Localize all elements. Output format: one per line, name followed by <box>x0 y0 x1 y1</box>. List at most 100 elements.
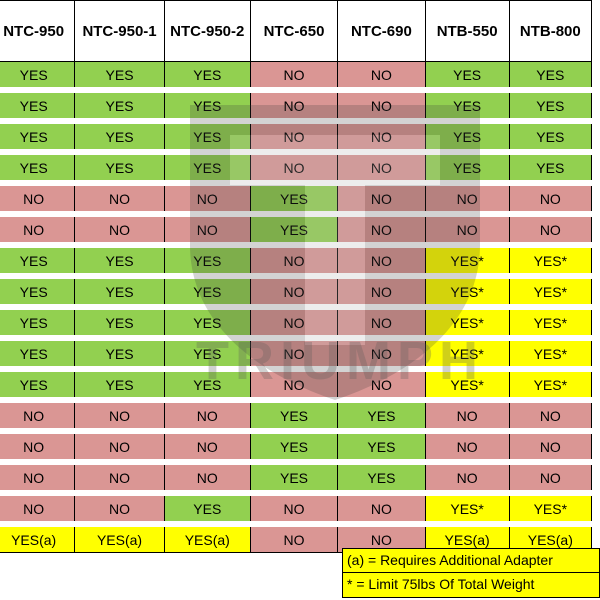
compatibility-cell: YES(a) <box>74 523 165 553</box>
table-body: YES YES YES NO NO YES YES YES YES YES NO NO YES YES YE… <box>0 61 593 553</box>
table-row: YES(a) YES(a) YES(a) NO NO YES(a) YES(a) <box>0 523 593 553</box>
table-row: YES YES YES NO NO YES YES <box>0 151 593 186</box>
table-row: YES YES YES NO NO YES YES <box>0 120 593 155</box>
compatibility-cell: YES <box>0 120 76 155</box>
compatibility-cell: NO <box>337 306 426 341</box>
compatibility-cell: YES* <box>508 492 593 527</box>
compatibility-cell: NO <box>74 399 165 434</box>
compatibility-cell: NO <box>74 492 165 527</box>
compatibility-cell: NO <box>163 461 251 496</box>
compatibility-cell: NO <box>337 368 426 403</box>
compatibility-cell: YES* <box>424 492 510 527</box>
legend-weight-note: * = Limit 75lbs Of Total Weight <box>347 576 535 592</box>
compatibility-cell: YES* <box>424 337 510 372</box>
compatibility-cell: NO <box>74 213 165 248</box>
compatibility-cell: NO <box>337 492 426 527</box>
compatibility-cell: NO <box>337 151 426 186</box>
compatibility-cell: NO <box>249 120 339 155</box>
compatibility-cell: YES <box>163 61 251 93</box>
compatibility-cell: YES <box>508 61 593 93</box>
compatibility-cell: YES <box>163 337 251 372</box>
compatibility-cell: NO <box>249 337 339 372</box>
compatibility-cell: YES <box>163 151 251 186</box>
column-header: NTB-550 <box>424 0 510 62</box>
compatibility-cell: NO <box>337 213 426 248</box>
table-row: YES YES YES NO NO YES* YES* <box>0 275 593 310</box>
compatibility-cell: YES <box>0 151 76 186</box>
compatibility-cell: NO <box>249 151 339 186</box>
compatibility-cell: YES <box>249 461 339 496</box>
compatibility-cell: YES <box>74 275 165 310</box>
compatibility-cell: YES <box>249 213 339 248</box>
compatibility-cell: NO <box>508 213 593 248</box>
compatibility-cell: NO <box>163 213 251 248</box>
compatibility-cell: YES <box>424 151 510 186</box>
compatibility-cell: NO <box>508 461 593 496</box>
compatibility-cell: YES <box>74 244 165 279</box>
compatibility-cell: NO <box>337 120 426 155</box>
compatibility-cell: NO <box>337 89 426 124</box>
compatibility-cell: NO <box>337 61 426 93</box>
compatibility-cell: NO <box>337 244 426 279</box>
compatibility-cell: YES <box>74 89 165 124</box>
compatibility-cell: YES <box>163 306 251 341</box>
compatibility-cell: YES <box>0 337 76 372</box>
compatibility-cell: YES* <box>508 306 593 341</box>
compatibility-cell: YES <box>74 61 165 93</box>
header-row: NTC-950 NTC-950-1 NTC-950-2 NTC-650 NTC-… <box>0 0 593 62</box>
compatibility-cell: YES(a) <box>163 523 251 553</box>
column-header: NTC-690 <box>337 0 426 62</box>
compatibility-cell: NO <box>249 89 339 124</box>
compatibility-cell: NO <box>0 492 76 527</box>
compatibility-cell: NO <box>74 430 165 465</box>
compatibility-cell: YES <box>74 337 165 372</box>
table-row: YES YES YES NO NO YES YES <box>0 61 593 93</box>
compatibility-cell: YES <box>0 89 76 124</box>
compatibility-cell: NO <box>249 368 339 403</box>
compatibility-cell: NO <box>424 461 510 496</box>
compatibility-cell: NO <box>249 244 339 279</box>
compatibility-cell: NO <box>163 430 251 465</box>
compatibility-cell: YES <box>163 275 251 310</box>
table-row: NO NO NO YES YES NO NO <box>0 461 593 496</box>
compatibility-cell: YES <box>163 120 251 155</box>
compatibility-cell: NO <box>74 461 165 496</box>
compatibility-cell: YES <box>0 275 76 310</box>
legend: (a) = Requires Additional Adapter * = Li… <box>342 548 600 598</box>
compatibility-cell: YES <box>163 89 251 124</box>
compatibility-cell: NO <box>163 182 251 217</box>
compatibility-cell: YES* <box>508 368 593 403</box>
compatibility-cell: YES <box>74 306 165 341</box>
compatibility-cell: NO <box>249 275 339 310</box>
compatibility-cell: NO <box>0 461 76 496</box>
legend-adapter-note: (a) = Requires Additional Adapter <box>343 549 599 573</box>
table-row: NO NO NO YES NO NO NO <box>0 213 593 248</box>
compatibility-cell: YES <box>508 89 593 124</box>
table-row: NO NO NO YES YES NO NO <box>0 430 593 465</box>
table-row: YES YES YES NO NO YES* YES* <box>0 306 593 341</box>
compatibility-cell: YES* <box>424 244 510 279</box>
compatibility-cell: NO <box>0 430 76 465</box>
compatibility-cell: YES <box>337 461 426 496</box>
compatibility-cell: YES <box>0 306 76 341</box>
compatibility-cell: YES <box>0 368 76 403</box>
column-header: NTC-950 <box>0 0 76 62</box>
compatibility-cell: YES <box>0 244 76 279</box>
compatibility-cell: YES* <box>424 368 510 403</box>
compatibility-cell: YES <box>163 368 251 403</box>
compatibility-cell: YES <box>163 244 251 279</box>
compatibility-cell: YES <box>74 120 165 155</box>
table-row: YES YES YES NO NO YES* YES* <box>0 337 593 372</box>
compatibility-cell: NO <box>74 182 165 217</box>
compatibility-cell: YES <box>424 89 510 124</box>
compatibility-cell: NO <box>508 182 593 217</box>
column-header: NTC-950-1 <box>74 0 165 62</box>
table-row: YES YES YES NO NO YES* YES* <box>0 368 593 403</box>
column-header: NTC-650 <box>249 0 339 62</box>
compatibility-cell: YES* <box>508 244 593 279</box>
compatibility-cell: YES <box>249 182 339 217</box>
compatibility-cell: YES <box>74 368 165 403</box>
compatibility-cell: NO <box>249 61 339 93</box>
compatibility-cell: YES <box>508 151 593 186</box>
